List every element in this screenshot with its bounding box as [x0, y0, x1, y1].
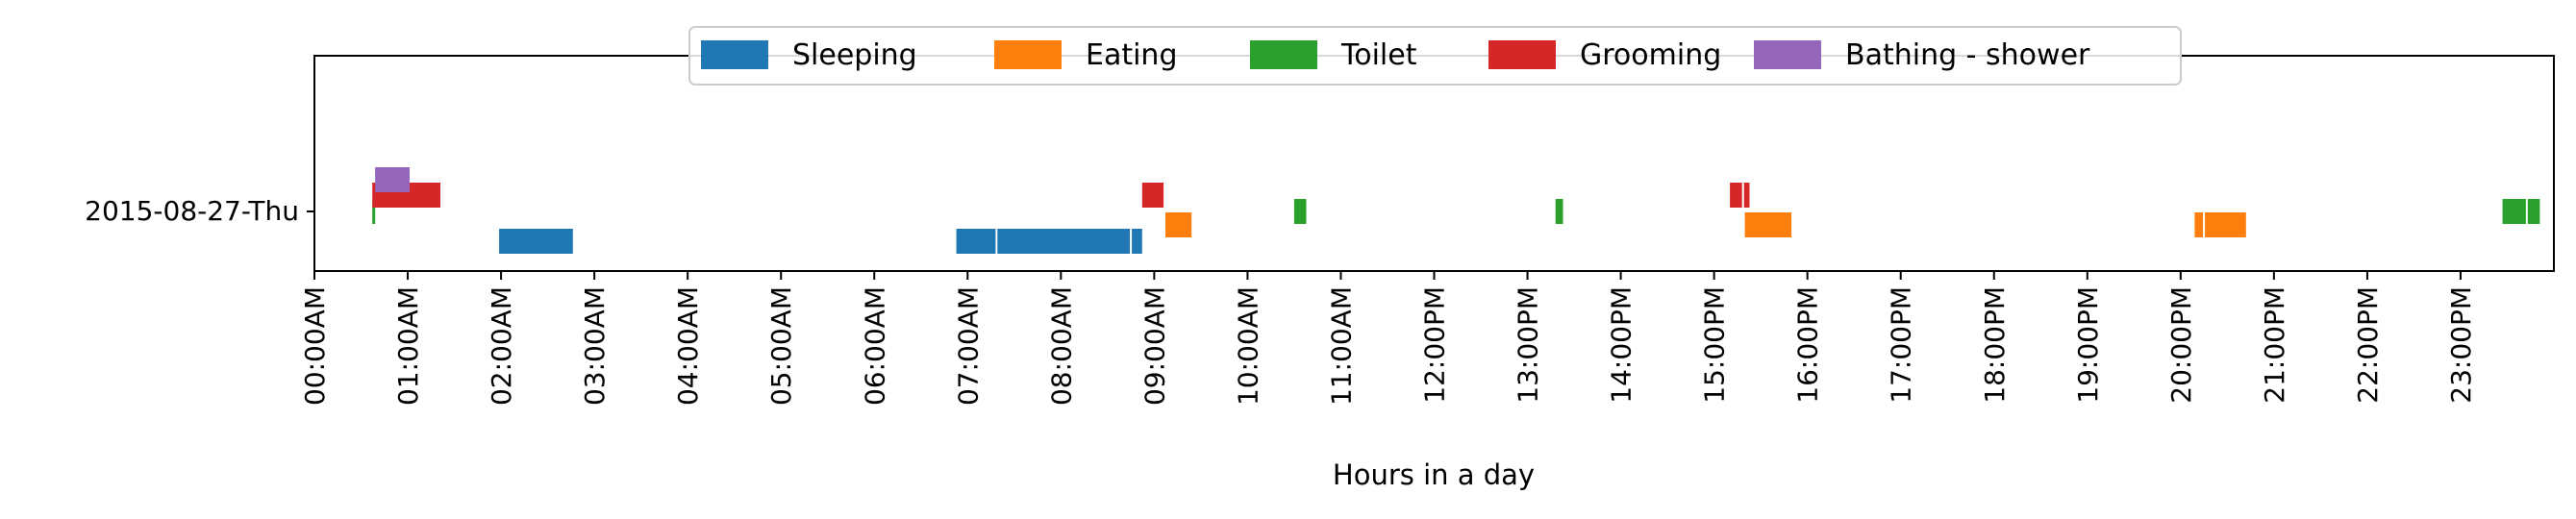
- legend-label: Grooming: [1580, 38, 1721, 72]
- legend-swatch: [1754, 40, 1821, 69]
- legend-label: Sleeping: [792, 38, 917, 72]
- activity-bar-toilet: [1555, 199, 1563, 224]
- x-tick-label: 13:00PM: [1513, 286, 1544, 404]
- activity-bar-grooming: [1743, 183, 1750, 208]
- activity-bar-eating: [1744, 212, 1792, 237]
- plot-frame: [313, 55, 2555, 272]
- activity-bar-eating: [2194, 212, 2204, 237]
- x-tick-label: 07:00AM: [952, 286, 984, 406]
- x-tick-label: 18:00PM: [1979, 286, 2011, 404]
- legend-label: Bathing - shower: [1845, 38, 2090, 72]
- y-axis: 2015-08-27-Thu: [85, 195, 314, 227]
- x-tick-label: 02:00AM: [486, 286, 517, 406]
- x-tick-label: 16:00PM: [1792, 286, 1824, 404]
- x-tick-label: 12:00PM: [1419, 286, 1451, 404]
- x-tick-label: 00:00AM: [299, 286, 331, 406]
- x-axis-label: Hours in a day: [1333, 458, 1535, 491]
- x-tick-label: 10:00AM: [1232, 286, 1263, 406]
- activity-bar-bathing-shower: [375, 167, 410, 192]
- x-tick-label: 08:00AM: [1045, 286, 1077, 406]
- y-tick-label: 2015-08-27-Thu: [85, 195, 299, 227]
- x-tick-label: 15:00PM: [1699, 286, 1731, 404]
- activity-bar-toilet: [2502, 199, 2526, 224]
- x-axis: 00:00AM 01:00AM 02:00AM 03:00AM 04:00AM 05:00…: [299, 271, 2477, 406]
- x-tick-label: 20:00PM: [2165, 286, 2197, 404]
- legend-label: Eating: [1086, 38, 1178, 72]
- legend-swatch: [1250, 40, 1317, 69]
- activity-bar-toilet: [372, 199, 376, 224]
- activity-bar-sleeping: [499, 229, 573, 254]
- x-tick-label: 14:00PM: [1606, 286, 1638, 404]
- activity-bar-grooming: [1730, 183, 1742, 208]
- x-tick-label: 11:00AM: [1325, 286, 1357, 406]
- x-tick-label: 22:00PM: [2352, 286, 2384, 404]
- x-tick-label: 05:00AM: [765, 286, 797, 406]
- x-tick-label: 03:00AM: [579, 286, 611, 406]
- x-tick-label: 19:00PM: [2072, 286, 2104, 404]
- activity-bars: [372, 167, 2540, 254]
- activity-bar-sleeping: [997, 229, 1131, 254]
- x-tick-label: 01:00AM: [392, 286, 424, 406]
- activity-bar-eating: [1165, 212, 1192, 237]
- x-tick-label: 23:00PM: [2445, 286, 2477, 404]
- activity-bar-sleeping: [1132, 229, 1142, 254]
- activity-bar-toilet: [1293, 199, 1307, 224]
- legend-swatch: [701, 40, 768, 69]
- activity-bar-grooming: [1141, 183, 1164, 208]
- legend-swatch: [1488, 40, 1556, 69]
- x-tick-label: 17:00PM: [1886, 286, 1917, 404]
- activity-bar-toilet: [2527, 199, 2540, 224]
- x-tick-label: 21:00PM: [2259, 286, 2290, 404]
- activity-bar-eating: [2205, 212, 2246, 237]
- activity-bar-sleeping: [956, 229, 996, 254]
- legend-label: Toilet: [1340, 38, 1417, 72]
- x-tick-label: 09:00AM: [1138, 286, 1170, 406]
- x-tick-label: 04:00AM: [672, 286, 704, 406]
- legend: Sleeping Eating Toilet Grooming Bathing - sh…: [688, 26, 2182, 86]
- x-tick-label: 06:00AM: [859, 286, 890, 406]
- legend-swatch: [994, 40, 1062, 69]
